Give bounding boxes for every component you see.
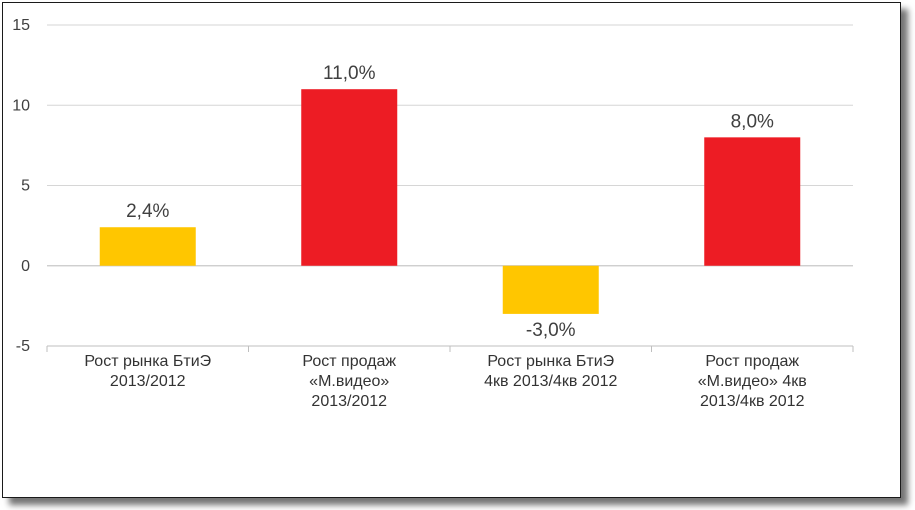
category-label-line: 2013/4кв 2012 bbox=[700, 393, 805, 410]
category-label-line: Рост продаж bbox=[302, 353, 396, 370]
category-label: Рост рынка БтиЭ 2013/2012 bbox=[84, 353, 211, 390]
y-tick-label: -5 bbox=[16, 338, 30, 355]
data-labels: 2,4% 11,0% -3,0% 8,0% bbox=[126, 63, 774, 341]
category-label-line: «М.видео» 4кв bbox=[698, 373, 807, 390]
category-label-line: 2013/2012 bbox=[311, 393, 387, 410]
category-label-line: 4кв 2013/4кв 2012 bbox=[484, 373, 617, 390]
category-label: Рост рынка БтиЭ 4кв 2013/4кв 2012 bbox=[484, 353, 617, 390]
bar bbox=[704, 137, 801, 266]
x-axis bbox=[46, 345, 854, 352]
y-tick-label: 5 bbox=[21, 178, 30, 195]
category-label-line: Рост продаж bbox=[705, 353, 799, 370]
bars bbox=[99, 89, 801, 314]
category-label-line: Рост рынка БтиЭ bbox=[84, 353, 211, 370]
data-label: 2,4% bbox=[126, 201, 169, 222]
data-label: 11,0% bbox=[323, 63, 376, 84]
category-label-line: 2013/2012 bbox=[110, 373, 186, 390]
data-label: 8,0% bbox=[731, 111, 774, 132]
category-label: Рост продаж «М.видео» 2013/2012 bbox=[302, 353, 396, 410]
category-label-line: «М.видео» bbox=[309, 373, 389, 390]
y-tick-label: 15 bbox=[12, 17, 30, 34]
bar bbox=[502, 265, 599, 314]
y-tick-label: 10 bbox=[12, 97, 30, 114]
bar bbox=[99, 227, 196, 266]
category-label-line: Рост рынка БтиЭ bbox=[487, 353, 614, 370]
category-label: Рост продаж «М.видео» 4кв 2013/4кв 2012 bbox=[698, 353, 807, 410]
category-labels: Рост рынка БтиЭ 2013/2012 Рост продаж «М.ви… bbox=[84, 353, 806, 410]
y-axis-ticks: -5 0 5 10 15 bbox=[12, 17, 30, 355]
bar bbox=[301, 89, 398, 266]
y-tick-label: 0 bbox=[21, 258, 30, 275]
data-label: -3,0% bbox=[526, 320, 576, 341]
